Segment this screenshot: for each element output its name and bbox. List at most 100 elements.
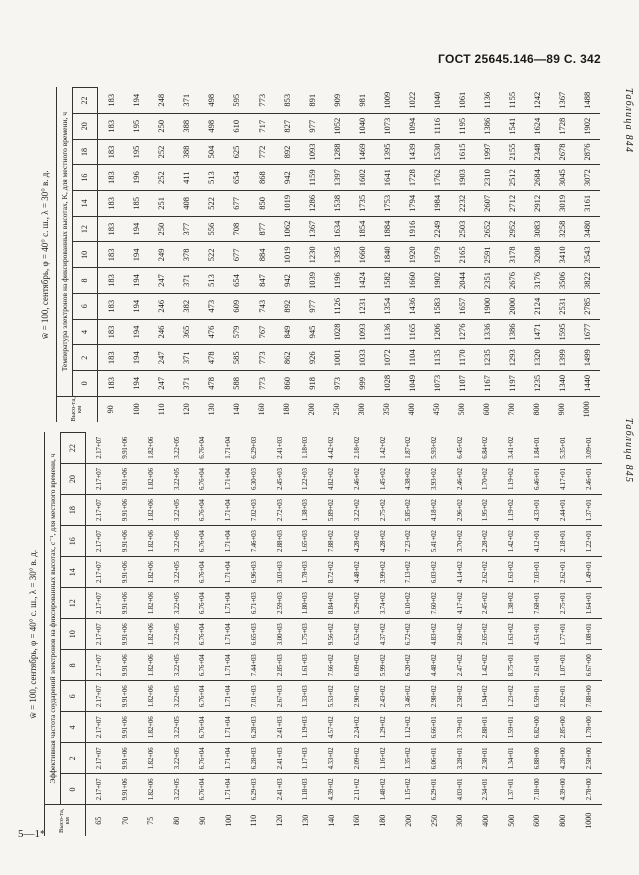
height-cell: 140	[318, 804, 345, 836]
value-cell: 3410	[549, 241, 575, 268]
value-cell: 1367	[299, 216, 325, 242]
value-cell: 6.28+03	[241, 711, 268, 743]
value-cell: 183	[97, 164, 125, 191]
value-cell: 7.18+00	[524, 773, 551, 805]
value-cell: 1854	[349, 216, 375, 242]
value-cell: 1073	[374, 113, 400, 140]
hour-header: 12	[60, 587, 86, 619]
value-cell: 183	[97, 267, 125, 294]
value-cell: 1.07+01	[550, 649, 577, 681]
value-cell: 3208	[524, 241, 550, 268]
value-cell: 1235	[524, 370, 550, 397]
value-cell: 1.82+06	[138, 711, 165, 743]
height-cell: 80	[164, 804, 191, 836]
value-cell: 1276	[449, 319, 475, 345]
data-row: 120 2.41+03 2.41+03 2.41+03 2.67+03 2.85+03 3.…	[267, 432, 293, 836]
value-cell: 1.71+04	[215, 773, 242, 805]
value-cell: 1.82+06	[138, 618, 165, 650]
value-cell: 2676	[499, 267, 525, 294]
value-cell: 1.78+03	[292, 556, 319, 588]
value-cell: 1884	[374, 216, 400, 242]
value-cell: 183	[97, 139, 125, 165]
value-cell: 2.17+07	[85, 742, 113, 774]
value-cell: 504	[199, 139, 225, 165]
value-cell: 6.76+04	[190, 556, 216, 588]
value-cell: 3.22+05	[164, 556, 191, 588]
value-cell: 7.60+02	[421, 587, 448, 619]
value-cell: 2.17+07	[85, 556, 113, 588]
value-cell: 1.64+01	[576, 587, 602, 619]
value-cell: 1902	[424, 267, 450, 294]
value-cell: 6.96+03	[241, 556, 268, 588]
value-cell: 772	[249, 139, 275, 165]
value-cell: 1136	[474, 87, 500, 114]
height-cell: 350	[374, 396, 400, 422]
value-cell: 1.71+04	[215, 742, 242, 774]
value-cell: 4.37+02	[370, 618, 396, 650]
value-cell: 473	[199, 293, 225, 320]
value-cell: 6.45+02	[447, 432, 474, 464]
value-cell: 7.23+02	[395, 525, 422, 557]
value-cell: 2.17+07	[85, 680, 113, 712]
value-cell: 2.75+01	[550, 587, 577, 619]
value-cell: 2.41+03	[267, 432, 293, 464]
height-cell: 500	[449, 396, 475, 422]
value-cell: 945	[299, 319, 325, 345]
value-cell: 7.44+03	[241, 649, 268, 681]
data-row: 400 1049 1104 1165 1436 1660 1920 1916 1794 1728 1…	[399, 87, 425, 422]
value-cell: 1.61+03	[292, 649, 319, 681]
height-cell: 160	[249, 396, 275, 422]
value-cell: 1.63+02	[498, 618, 525, 650]
value-cell: 2.34+01	[473, 773, 499, 805]
height-cell: 180	[370, 804, 396, 836]
height-cell: 70	[112, 804, 139, 836]
value-cell: 513	[199, 267, 225, 294]
value-cell: 2155	[499, 139, 525, 165]
value-cell: 2.46+01	[576, 463, 602, 495]
value-cell: 2.98+02	[421, 680, 448, 712]
value-cell: 5.85+02	[395, 494, 422, 526]
height-cell: 1000	[574, 396, 600, 422]
value-cell: 377	[174, 216, 200, 242]
height-cell: 1000	[576, 804, 602, 836]
value-cell: 6.10+02	[395, 587, 422, 619]
value-cell: 1062	[274, 216, 300, 242]
value-cell: 2.28+02	[473, 525, 499, 557]
value-cell: 371	[174, 344, 200, 371]
value-cell: 999	[349, 370, 375, 397]
value-cell: 1.45+02	[370, 463, 396, 495]
data-row: 160 2.11+02 2.09+02 2.24+02 2.90+02 6.09+02 6.…	[344, 432, 371, 836]
height-cell: 100	[215, 804, 242, 836]
value-cell: 9.91+06	[112, 773, 139, 805]
value-cell: 3543	[574, 241, 600, 268]
value-cell: 2.65+02	[473, 618, 499, 650]
value-cell: 1.15+02	[395, 773, 422, 805]
value-cell: 2512	[499, 164, 525, 191]
hour-header: 18	[72, 139, 98, 165]
hour-header: 14	[72, 190, 98, 217]
data-row: 350 1028 1072 1136 1354 1582 1840 1884 1753 1641 1…	[374, 87, 400, 422]
value-cell: 942	[274, 164, 300, 191]
value-cell: 6.76+04	[190, 463, 216, 495]
value-cell: 9.91+06	[112, 649, 139, 681]
value-cell: 1.29+02	[370, 711, 396, 743]
value-cell: 3.70+02	[447, 525, 474, 557]
value-cell: 1019	[274, 190, 300, 217]
doc-footer: 5—1*	[18, 828, 46, 840]
value-cell: 2.41+03	[267, 711, 293, 743]
value-cell: 862	[274, 344, 300, 371]
value-cell: 609	[224, 293, 250, 320]
doc-header: ГОСТ 25645.146—89 С. 342	[438, 52, 601, 66]
value-cell: 1641	[374, 164, 400, 191]
value-cell: 7.88+00	[576, 680, 602, 712]
hour-header: 0	[60, 773, 86, 805]
value-cell: 1997	[474, 139, 500, 165]
height-cell: 75	[138, 804, 165, 836]
value-cell: 6.71+03	[241, 587, 268, 619]
value-cell: 183	[97, 190, 125, 217]
value-cell: 1386	[474, 113, 500, 140]
value-cell: 4.33+01	[524, 494, 551, 526]
value-cell: 1.77+01	[550, 618, 577, 650]
value-cell: 2000	[499, 293, 525, 320]
height-cell: 300	[447, 804, 474, 836]
